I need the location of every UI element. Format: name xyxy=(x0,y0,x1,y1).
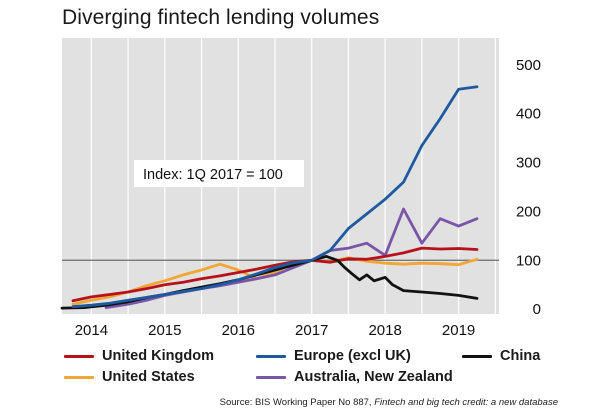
y-axis-ticks: 0 100 200 300 400 500 xyxy=(516,57,541,318)
y-tick-label-400: 400 xyxy=(516,106,541,123)
x-tick-label-2018: 2018 xyxy=(368,322,401,339)
x-tick-label-2017: 2017 xyxy=(295,322,328,339)
source-title: Fintech and big tech credit: a new datab… xyxy=(374,397,558,408)
series-line-europe-excl-uk xyxy=(71,85,479,309)
source-note: Source: BIS Working Paper No 887, Fintec… xyxy=(220,397,558,408)
annotation-box xyxy=(134,160,304,187)
index-annotation: Index: 1Q 2017 = 100 xyxy=(134,160,304,187)
series-line-united-states xyxy=(71,256,479,306)
x-tick-label-2014: 2014 xyxy=(75,322,108,339)
annotation-text: Index: 1Q 2017 = 100 xyxy=(143,167,283,183)
x-axis-ticks: 2014 2015 2016 2017 2018 2019 xyxy=(75,322,476,339)
chart-title: Diverging fintech lending volumes xyxy=(62,6,380,29)
y-tick-label-200: 200 xyxy=(516,203,541,220)
y-tick-label-100: 100 xyxy=(516,252,541,269)
series-line-united-kingdom xyxy=(71,246,479,303)
y-tick-label-500: 500 xyxy=(516,57,541,74)
x-tick-label-2019: 2019 xyxy=(442,322,475,339)
x-tick-label-2016: 2016 xyxy=(222,322,255,339)
series-lines xyxy=(60,85,479,310)
x-tick-label-2015: 2015 xyxy=(148,322,181,339)
y-tick-label-300: 300 xyxy=(516,155,541,172)
source-prefix: Source: BIS Working Paper No 887, xyxy=(219,397,375,408)
y-tick-label-0: 0 xyxy=(533,301,541,318)
